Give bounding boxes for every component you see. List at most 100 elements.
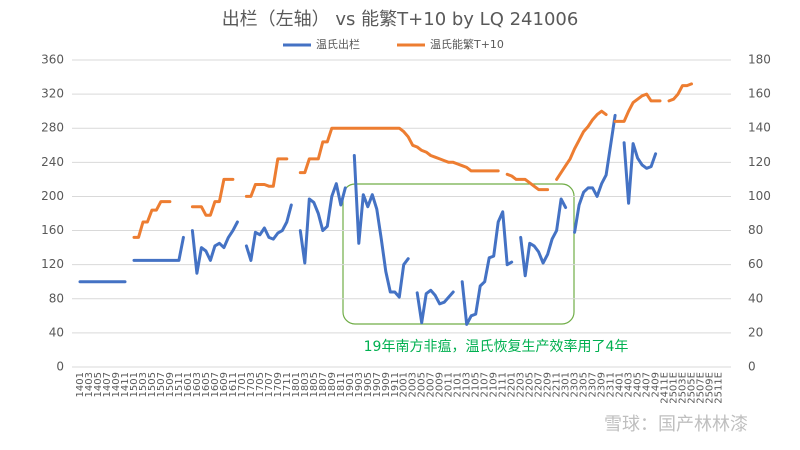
x-tick-label: 2509E: [705, 372, 716, 404]
x-tick-label: 1611: [228, 372, 239, 397]
x-tick-label: 2107: [480, 372, 491, 397]
x-tick-label: 2001: [399, 372, 410, 397]
x-tick-label: 1701: [237, 372, 248, 397]
x-tick-label: 2409: [651, 372, 662, 397]
x-tick-label: 2209: [543, 372, 554, 397]
x-tick-label: 2003: [408, 372, 419, 397]
x-tick-label: 1401: [75, 372, 86, 397]
x-tick-label: 1907: [372, 372, 383, 397]
y-tick-label: 0: [56, 360, 64, 374]
x-tick-label: 1501: [129, 372, 140, 397]
y-tick-label: 280: [41, 121, 64, 135]
y2-tick-label: 100: [748, 189, 771, 203]
y2-tick-label: 80: [748, 223, 763, 237]
x-tick-label: 1811: [336, 372, 347, 397]
series-line: [244, 203, 293, 262]
series-line: [555, 109, 608, 181]
y-tick-label: 120: [41, 257, 64, 271]
y2-tick-label: 160: [748, 87, 771, 101]
x-tick-label: 1707: [264, 372, 275, 397]
y-tick-label: 320: [41, 87, 64, 101]
x-tick-label: 2503E: [678, 372, 689, 404]
x-tick-label: 2407: [642, 372, 653, 397]
legend-label: 温氏出栏: [316, 37, 360, 51]
series-line: [132, 235, 185, 262]
x-tick-label: 2505E: [687, 372, 698, 404]
x-tick-label: 1605: [201, 372, 212, 397]
x-tick-label: 2203: [516, 372, 527, 397]
x-tick-label: 2405: [633, 372, 644, 397]
y2-tick-label: 60: [748, 257, 763, 271]
chart-title: 出栏（左轴） vs 能繁T+10 by LQ 241006: [222, 9, 579, 30]
x-tick-label: 2301: [561, 372, 572, 397]
x-tick-label: 2101: [453, 372, 464, 397]
x-tick-label: 1607: [210, 372, 221, 397]
y-tick-label: 40: [49, 325, 64, 339]
series-line: [460, 210, 514, 326]
y-tick-label: 160: [41, 223, 64, 237]
series-line: [519, 197, 568, 278]
series-line: [190, 220, 239, 275]
series-line: [573, 113, 617, 234]
y-tick-label: 240: [41, 155, 64, 169]
x-tick-label: 1505: [147, 372, 158, 397]
x-tick-label: 1609: [219, 372, 230, 397]
x-tick-label: 1905: [363, 372, 374, 397]
x-tick-label: 1403: [84, 372, 95, 397]
legend-label: 温氏能繁T+10: [430, 37, 504, 51]
series-line: [622, 141, 658, 205]
x-tick-label: 2005: [417, 372, 428, 397]
x-tick-label: 2311: [606, 372, 617, 397]
y2-tick-label: 140: [748, 121, 771, 135]
x-tick-label: 1711: [282, 372, 293, 397]
x-tick-label: 2401: [615, 372, 626, 397]
x-tick-label: 2303: [570, 372, 581, 397]
x-tick-label: 2507E: [696, 372, 707, 404]
x-tick-label: 1805: [309, 372, 320, 397]
x-tick-label: 1509: [165, 372, 176, 397]
x-tick-label: 1807: [318, 372, 329, 397]
x-tick-label: 1601: [183, 372, 194, 397]
y-tick-label: 80: [49, 291, 64, 305]
x-tick-label: 1909: [381, 372, 392, 397]
x-tick-label: 1507: [156, 372, 167, 397]
x-tick-label: 2411E: [660, 372, 671, 404]
y2-tick-label: 40: [748, 291, 763, 305]
x-tick-label: 1405: [93, 372, 104, 397]
y2-tick-label: 180: [748, 53, 771, 67]
y-tick-label: 360: [41, 53, 64, 67]
x-tick-label: 1709: [273, 372, 284, 397]
x-tick-label: 1703: [246, 372, 257, 397]
x-tick-label: 2501E: [669, 372, 680, 404]
series-line: [613, 92, 662, 123]
x-tick-label: 2403: [624, 372, 635, 397]
y2-tick-label: 0: [748, 360, 756, 374]
x-tick-label: 2105: [471, 372, 482, 397]
x-tick-label: 1801: [291, 372, 302, 397]
series-line: [415, 288, 455, 325]
x-tick-label: 1411: [120, 372, 131, 397]
x-tick-label: 1903: [354, 372, 365, 397]
y2-tick-label: 120: [748, 155, 771, 169]
x-tick-label: 2305: [579, 372, 590, 397]
x-tick-label: 2207: [534, 372, 545, 397]
x-tick-label: 1503: [138, 372, 149, 397]
x-tick-label: 1407: [102, 372, 113, 397]
series-line: [298, 126, 500, 175]
x-tick-label: 2201: [507, 372, 518, 397]
x-tick-label: 2007: [426, 372, 437, 397]
series-line: [505, 172, 550, 192]
x-tick-label: 1705: [255, 372, 266, 397]
x-tick-label: 1809: [327, 372, 338, 397]
y2-tick-label: 20: [748, 325, 763, 339]
x-tick-label: 2009: [435, 372, 446, 397]
watermark: 雪球：国产林林漆: [604, 414, 748, 435]
series-line: [298, 182, 347, 265]
annotation: 19年南方非瘟，温氏恢复生产效率用了4年: [364, 338, 629, 355]
series-line: [190, 177, 235, 217]
y-tick-label: 200: [41, 189, 64, 203]
series-line: [244, 157, 289, 198]
x-tick-label: 1603: [192, 372, 203, 397]
x-tick-label: 1511: [174, 372, 185, 397]
